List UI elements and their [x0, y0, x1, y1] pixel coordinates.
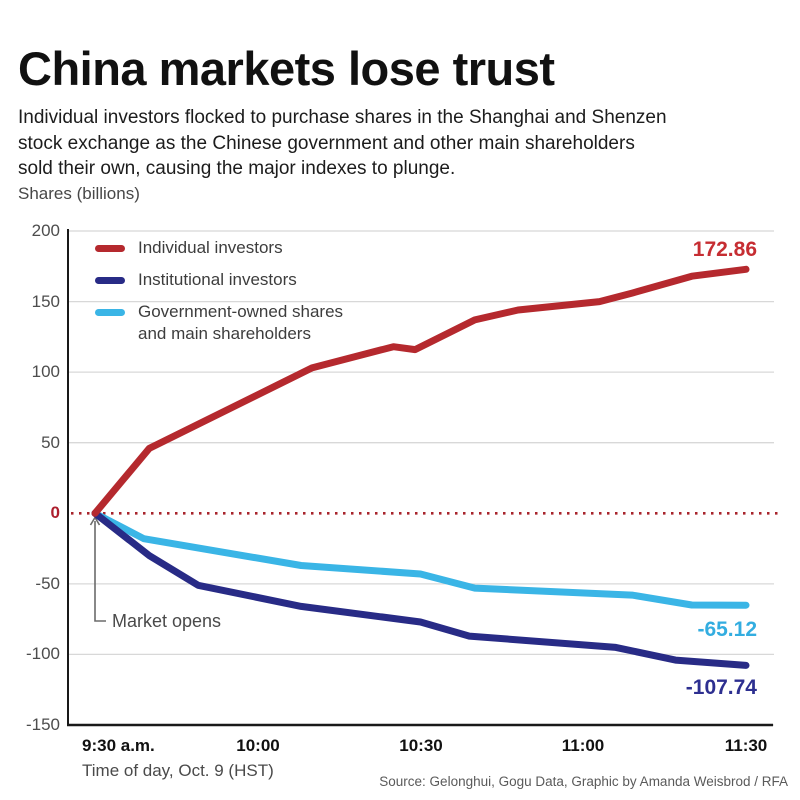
- series-line-government-owned-shares-and-main-shareholders: [91, 509, 750, 609]
- source-credit: Source: Gelonghui, Gogu Data, Graphic by…: [379, 774, 788, 789]
- x-tick-label: 10:30: [399, 736, 443, 755]
- annotation-arrow-line: [94, 521, 106, 622]
- legend-label: Individual investors: [138, 238, 283, 257]
- y-tick-label: -100: [25, 644, 60, 663]
- end-value-label-individual-investors: 172.86: [692, 238, 757, 261]
- y-tick-label: -150: [25, 715, 60, 734]
- legend-swatch-line-icon: [95, 277, 125, 284]
- chart-legend: Individual investors Institutional invest…: [95, 237, 343, 355]
- subtitle: Individual investors flocked to purchase…: [18, 107, 667, 179]
- end-value-label-institutional-investors: -107.74: [685, 676, 757, 699]
- x-tick-label: 11:00: [561, 736, 605, 755]
- end-value-label-government-owned-shares-and-main-shareholders: -65.12: [697, 618, 757, 641]
- market-opens-annotation-label: Market opens: [112, 611, 222, 631]
- legend-swatch-line-icon: [95, 245, 125, 252]
- legend-item: Institutional investors: [95, 269, 343, 291]
- x-tick-label: 10:00: [236, 736, 280, 755]
- legend-swatch-line-icon: [95, 309, 125, 316]
- y-tick-label: 150: [31, 292, 60, 311]
- series-line-individual-investors: [91, 265, 750, 517]
- page-title: China markets lose trust: [18, 42, 555, 96]
- series-line-institutional-investors: [91, 509, 750, 669]
- legend-item: Individual investors: [95, 237, 343, 259]
- legend-item: Government-owned shares and main sharehol…: [95, 301, 343, 345]
- y-tick-label: -50: [35, 574, 60, 593]
- y-axis-unit-label: Shares (billions): [18, 184, 140, 203]
- x-tick-label: 9:30 a.m.: [82, 736, 155, 755]
- x-tick-label: 11:30: [724, 736, 768, 755]
- legend-label: Government-owned shares and main sharehol…: [138, 302, 344, 343]
- y-tick-label: 200: [31, 221, 60, 240]
- x-axis-title: Time of day, Oct. 9 (HST): [82, 761, 274, 780]
- y-tick-label: 100: [31, 362, 60, 381]
- y-tick-label: 50: [41, 433, 60, 452]
- legend-label: Institutional investors: [138, 270, 297, 289]
- y-tick-label: 0: [50, 503, 60, 522]
